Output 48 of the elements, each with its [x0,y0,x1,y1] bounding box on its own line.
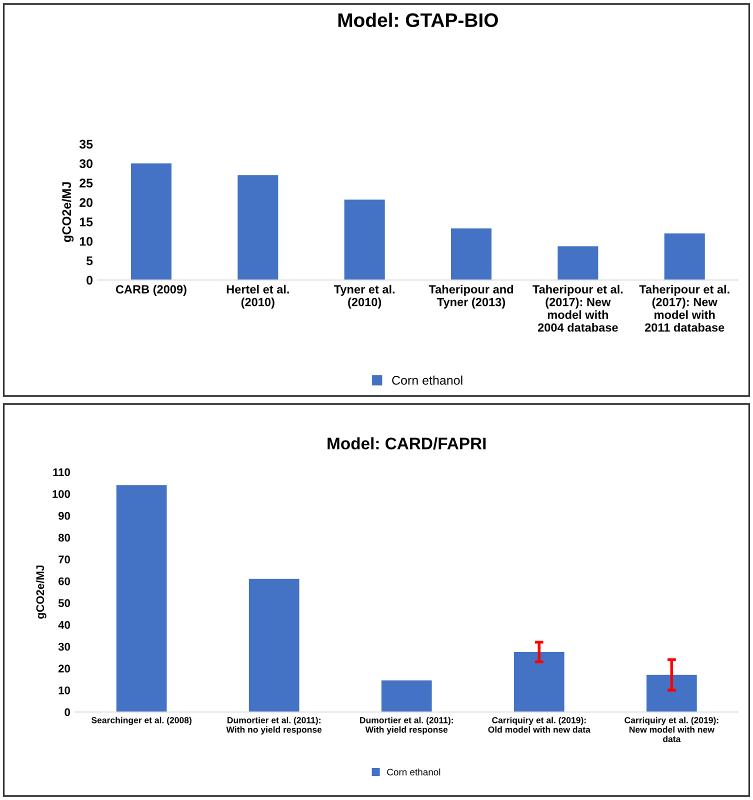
x-tick-label: Searchinger et al. (2008) [91,716,192,726]
y-tick-label: 40 [58,620,70,629]
y-axis-title: gCO2e/MJ [62,182,74,242]
y-tick-label: 90 [58,512,70,520]
y-tick-label: 30 [58,642,70,651]
y-tick-label: 60 [58,577,70,586]
y-tick-label: 80 [58,534,70,542]
x-tick-label: Dumortier et al. (2011): With yield response [360,716,453,734]
bar [450,228,492,280]
bar [381,680,432,712]
y-tick-label: 15 [80,218,93,226]
x-tick-label: Carriquiry et al. (2019): New model with new data [624,716,718,742]
x-tick-label: Taheripour and Tyner (2013) [428,284,514,309]
bar [646,674,697,712]
y-tick-label: 10 [80,236,93,246]
y-tick-label: 35 [79,140,93,149]
y-axis-title: gCO2e/MJ [36,566,46,619]
y-tick-label: 10 [58,686,70,694]
y-tick-label: 100 [52,490,70,498]
y-tick-label: 5 [86,256,93,266]
chart-title: Model: GTAP-BIO [338,12,498,28]
y-tick-label: 20 [80,198,93,207]
x-tick-label: Dumortier et al. (2011): With no yield response [226,716,322,734]
x-tick-label: Carriquiry et al. (2019): Old model with new data [488,716,590,733]
y-tick-label: 30 [79,159,93,168]
x-tick-label: CARB (2009) [116,284,186,296]
bar [344,200,385,280]
x-tick-label: Taheripour et al. (2017): New model with 2004 database [532,284,623,332]
y-tick-label: 50 [58,599,70,608]
bar [514,652,564,712]
y-tick-label: 110 [53,468,70,476]
bar [130,163,172,280]
y-tick-label: 0 [86,276,93,285]
bar [116,485,167,712]
x-tick-label: Hertel et al. (2010) [226,284,289,309]
bar [248,578,300,712]
y-tick-label: 20 [58,664,70,672]
bar [238,175,278,280]
legend-label: Corn ethanol [387,768,440,776]
x-tick-label: Taheripour et al. (2017): New model with 2011 database [639,284,730,332]
legend-label: Corn ethanol [392,376,462,385]
bar [558,246,598,280]
y-tick-label: 70 [58,556,70,564]
chart-title: Model: CARD/FAPRI [328,437,486,450]
y-tick-label: 0 [64,708,70,716]
bar [664,233,705,280]
x-tick-label: Tyner et al. (2010) [334,284,394,309]
y-tick-label: 25 [80,178,93,188]
